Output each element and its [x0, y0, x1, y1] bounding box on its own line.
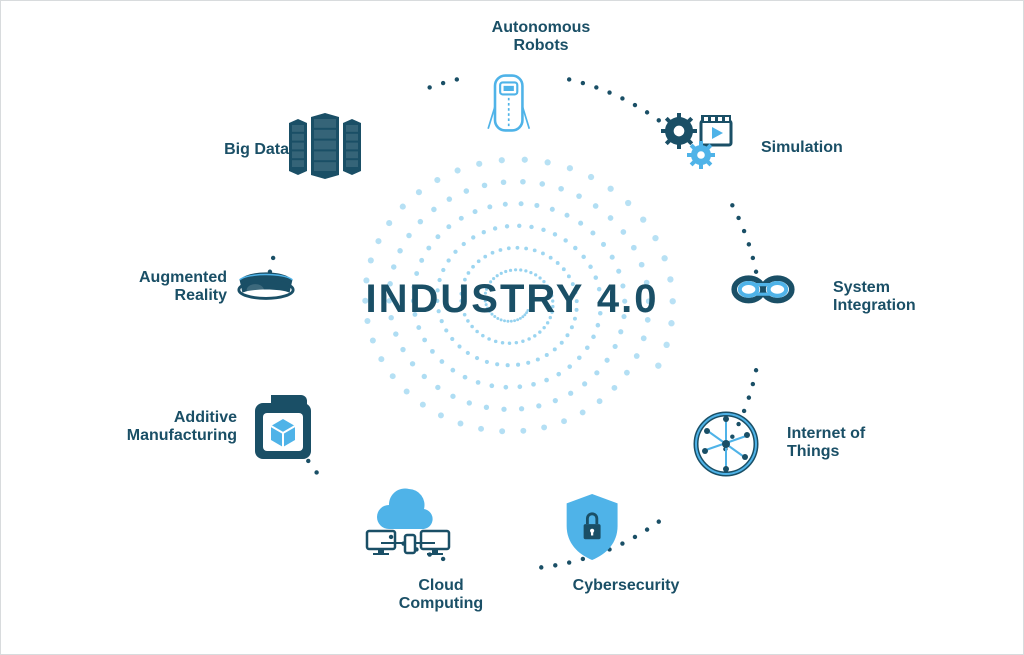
cybersecurity-icon — [561, 489, 627, 565]
system-integration-label: System Integration — [833, 279, 916, 316]
simulation-icon — [661, 109, 739, 179]
internet-of-things-icon — [691, 409, 761, 479]
industry-4-0-infographic: { "canvas": { "width": 1024, "height": 6… — [0, 0, 1024, 655]
big-data-label: Big Data — [159, 141, 289, 159]
cloud-computing-icon — [361, 481, 457, 561]
big-data-icon — [285, 109, 365, 183]
center-title: INDUSTRY 4.0 — [366, 277, 659, 322]
internet-of-things-label: Internet of Things — [787, 425, 865, 462]
autonomous-robots-label: Autonomous Robots — [471, 19, 611, 56]
autonomous-robots-icon — [483, 63, 543, 143]
system-integration-icon — [721, 267, 805, 323]
cybersecurity-label: Cybersecurity — [556, 577, 696, 595]
augmented-reality-icon — [221, 267, 311, 317]
additive-manufacturing-label: Additive Manufacturing — [107, 409, 237, 446]
additive-manufacturing-icon — [247, 389, 319, 465]
simulation-label: Simulation — [761, 139, 843, 157]
cloud-computing-label: Cloud Computing — [371, 577, 511, 614]
augmented-reality-label: Augmented Reality — [97, 269, 227, 306]
